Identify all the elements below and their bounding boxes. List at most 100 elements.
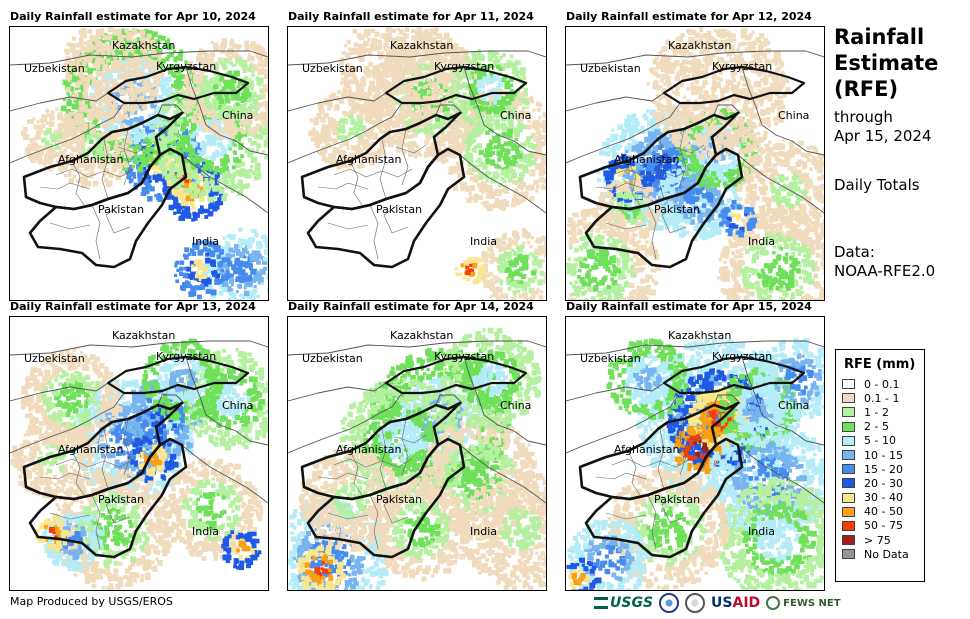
province-boundary [383,494,409,524]
legend-swatch [842,506,855,517]
province-boundary [627,160,641,206]
map-label-kazakhstan: Kazakhstan [112,39,175,52]
kyrgyzstan-boundary [384,355,528,395]
title-line-2: Estimate [834,50,938,76]
map-label-pakistan: Pakistan [98,493,144,506]
province-boundary [349,160,363,206]
province-boundary [595,182,647,190]
usaid-logo: USAID [711,595,760,611]
legend-row: 50 - 75 [842,519,924,533]
totals-label: Daily Totals [834,176,920,195]
map-label-kazakhstan: Kazakhstan [390,329,453,342]
province-boundary [91,494,101,550]
map-label-kazakhstan: Kazakhstan [112,329,175,342]
panel-title-2: Daily Rainfall estimate for Apr 11, 2024 [288,10,534,23]
province-boundary [317,472,369,480]
country-boundary [463,356,546,446]
pakistan-boundary [28,147,188,269]
country-boundary [463,66,546,156]
legend-label: 20 - 30 [864,477,903,490]
province-boundary [379,428,387,490]
map-label-afghanistan: Afghanistan [58,443,124,456]
legend-swatch [842,492,855,503]
kyrgyzstan-boundary [662,355,806,395]
country-boundary [288,92,403,164]
country-boundary [459,444,546,504]
country-boundary [459,154,546,214]
province-boundary [71,160,85,206]
map-label-uzbekistan: Uzbekistan [580,352,641,365]
province-boundary [383,204,409,234]
province-boundary [369,204,379,260]
map-label-kyrgyzstan: Kyrgyzstan [712,60,772,73]
legend-swatch [842,421,855,432]
sidebar-title: Rainfall Estimate (RFE) [834,24,938,102]
country-boundary [566,50,824,66]
usgs-wave-icon [594,597,608,609]
map-label-kazakhstan: Kazakhstan [668,39,731,52]
province-boundary [605,512,647,520]
usgs-logo-text: USGS [610,595,653,611]
province-boundary [55,168,135,178]
country-boundary [10,50,268,66]
province-boundary [647,204,657,260]
province-boundary [673,144,705,154]
panel-title-6: Daily Rainfall estimate for Apr 15, 2024 [566,300,812,313]
rainfall-pixels [308,27,546,300]
legend-row: 10 - 15 [842,448,924,462]
legend-row: 0.1 - 1 [842,391,924,405]
country-boundary [10,382,125,454]
map-label-kazakhstan: Kazakhstan [668,329,731,342]
province-boundary [395,434,427,444]
map-label-kyrgyzstan: Kyrgyzstan [434,60,494,73]
province-boundary [401,128,409,186]
usaid-logo-aid: AID [732,595,760,611]
province-boundary [101,428,109,490]
map-label-afghanistan: Afghanistan [614,443,680,456]
province-boundary [123,418,131,476]
province-boundary [123,128,131,186]
legend-title: RFE (mm) [844,357,924,372]
province-boundary [91,204,101,260]
rainfall-map-apr13: Kazakhstan Uzbekistan Kyrgyzstan China Afgha… [9,316,269,591]
province-boundary [661,204,687,234]
panel-title-5: Daily Rainfall estimate for Apr 14, 2024 [288,300,534,313]
pakistan-boundary [306,437,466,559]
rainfall-map-apr14: Kazakhstan Uzbekistan Kyrgyzstan China Afgha… [287,316,547,591]
legend-label: 50 - 75 [864,519,903,532]
pakistan-boundary [584,437,744,559]
legend-swatch [842,520,855,531]
province-boundary [317,182,369,190]
legend-swatch [842,535,855,546]
map-label-pakistan: Pakistan [98,203,144,216]
rainfall-map-apr11: Kazakhstan Uzbekistan Kyrgyzstan China Afgha… [287,26,547,301]
map-label-uzbekistan: Uzbekistan [302,352,363,365]
kyrgyzstan-boundary [106,65,250,105]
agency-logos: USGS USAID FEWS NET [594,591,841,615]
province-boundary [349,450,363,496]
country-boundary [741,356,824,446]
noaa-seal-icon [659,593,680,613]
rainfall-map-apr12: Kazakhstan Uzbekistan Kyrgyzstan China Afgha… [565,26,825,301]
map-label-india: India [748,525,775,538]
province-boundary [49,512,91,520]
pakistan-boundary [28,437,188,559]
province-boundary [647,494,657,550]
country-boundary [185,356,268,446]
map-label-kyrgyzstan: Kyrgyzstan [156,60,216,73]
map-label-india: India [470,525,497,538]
rainfall-map-apr15: Kazakhstan Uzbekistan Kyrgyzstan China Afgha… [565,316,825,591]
province-boundary [673,434,705,444]
province-boundary [39,472,91,480]
country-boundary [741,66,824,156]
legend-swatch [842,549,855,560]
data-source: NOAA-RFE2.0 [834,262,935,281]
legend-row: 0 - 0.1 [842,377,924,391]
province-boundary [611,168,691,178]
country-boundary [288,340,546,356]
map-label-pakistan: Pakistan [654,203,700,216]
country-boundary [737,444,824,504]
legend-swatch [842,435,855,446]
legend-row: > 75 [842,533,924,547]
legend-row: 30 - 40 [842,491,924,505]
